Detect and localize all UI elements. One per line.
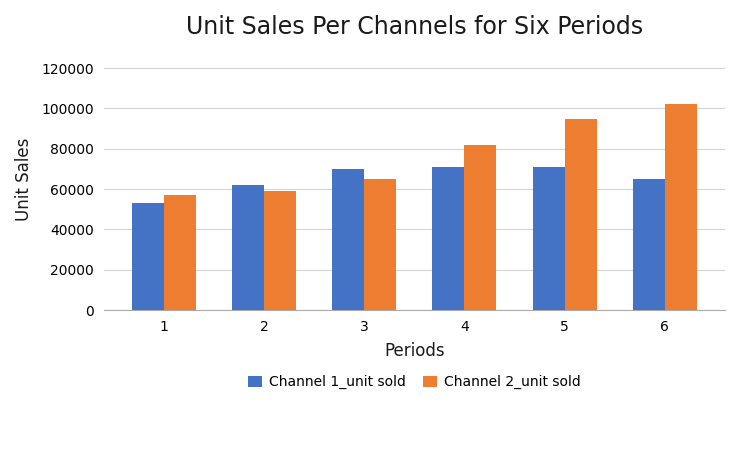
Bar xyxy=(132,203,164,310)
Title: Unit Sales Per Channels for Six Periods: Unit Sales Per Channels for Six Periods xyxy=(186,15,643,39)
Y-axis label: Unit Sales: Unit Sales xyxy=(15,137,33,221)
Bar xyxy=(665,104,697,310)
Bar xyxy=(465,145,497,310)
Bar xyxy=(432,167,465,310)
Bar xyxy=(565,119,596,310)
Legend: Channel 1_unit sold, Channel 2_unit sold: Channel 1_unit sold, Channel 2_unit sold xyxy=(243,370,586,395)
Bar xyxy=(364,179,397,310)
Bar xyxy=(232,185,264,310)
Bar xyxy=(164,195,196,310)
Bar xyxy=(264,191,296,310)
Bar xyxy=(332,169,364,310)
Bar xyxy=(633,179,665,310)
X-axis label: Periods: Periods xyxy=(384,342,445,360)
Bar xyxy=(533,167,565,310)
